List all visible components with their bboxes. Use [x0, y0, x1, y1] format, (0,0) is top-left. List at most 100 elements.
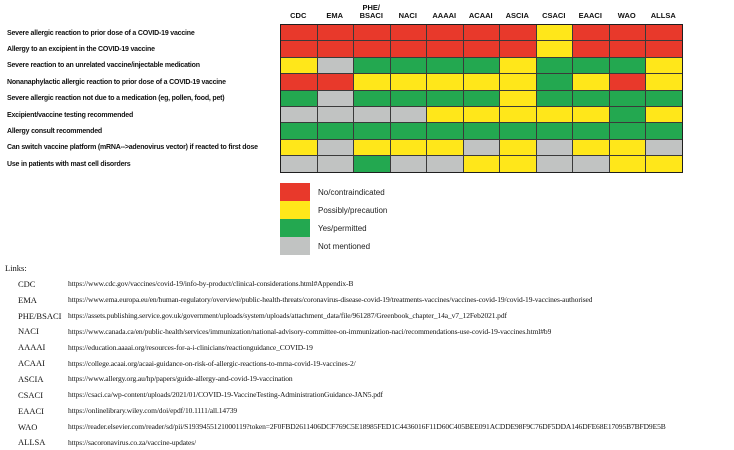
grid-cell [463, 74, 499, 90]
grid-cell [536, 139, 572, 156]
legend: No/contraindicated Possibly/precaution Yes… [280, 183, 387, 255]
grid-cell [354, 41, 390, 57]
grid-cell [463, 57, 499, 74]
link-row: CSACI https://csaci.ca/wp-content/uploads… [5, 387, 734, 403]
grid-cell [536, 156, 572, 172]
link-source-name: ACAAI [18, 358, 45, 369]
grid-cell [317, 106, 353, 123]
grid-cell [463, 25, 499, 41]
link-url[interactable]: https://www.cdc.gov/vaccines/covid-19/in… [68, 279, 354, 289]
grid-cell [281, 74, 317, 90]
link-url[interactable]: https://csaci.ca/wp-content/uploads/2021… [68, 390, 383, 400]
row-label: Severe reaction to an unrelated vaccine/… [7, 62, 200, 70]
grid-cell [609, 90, 645, 106]
link-source-name: NACI [18, 326, 39, 337]
grid-cell [317, 25, 353, 41]
grid-cell [354, 57, 390, 74]
link-url[interactable]: https://education.aaaai.org/resources-fo… [68, 342, 313, 352]
grid-cell [609, 57, 645, 74]
grid-cell [536, 74, 572, 90]
link-row: ACAAI https://college.acaai.org/acaai-gui… [5, 355, 734, 371]
grid-cell [573, 106, 609, 123]
grid-cell [427, 90, 463, 106]
grid-cell [354, 139, 390, 156]
legend-item: Yes/permitted [280, 219, 387, 237]
link-url[interactable]: https://assets.publishing.service.gov.uk… [68, 311, 507, 321]
grid-cell [354, 25, 390, 41]
grid-cell [573, 90, 609, 106]
grid-cell [573, 74, 609, 90]
link-url[interactable]: https://reader.elsevier.com/reader/sd/pi… [68, 422, 666, 432]
grid-cell [354, 106, 390, 123]
link-source-name: ALLSA [18, 437, 46, 448]
column-header: WAO [617, 11, 636, 21]
link-row: CDC https://www.cdc.gov/vaccines/covid-19… [5, 276, 734, 292]
grid-cell [390, 74, 426, 90]
grid-cell [390, 156, 426, 172]
grid-cell [536, 106, 572, 123]
link-row: ASCIA https://www.allergy.org.au/hp/paper… [5, 371, 734, 387]
column-header: NACI [398, 11, 417, 21]
grid-cell [609, 25, 645, 41]
grid-cell [609, 41, 645, 57]
grid-cell [281, 41, 317, 57]
grid-cell [281, 106, 317, 123]
grid-cell [463, 106, 499, 123]
legend-swatch [280, 237, 310, 255]
grid-cell [646, 41, 682, 57]
grid-cell [317, 139, 353, 156]
grid-cell [500, 25, 536, 41]
grid-cell [463, 139, 499, 156]
row-label: Can switch vaccine platform (mRNA-->aden… [7, 144, 258, 152]
links-section: Links: CDC https://www.cdc.gov/vaccines/c… [5, 263, 734, 450]
row-label: Use in patients with mast cell disorders [7, 160, 131, 168]
grid-cell [281, 57, 317, 74]
grid-cell [500, 57, 536, 74]
link-url[interactable]: https://www.allergy.org.au/hp/papers/gui… [68, 374, 293, 384]
link-url[interactable]: https://www.canada.ca/en/public-health/s… [68, 326, 552, 336]
legend-label: Not mentioned [318, 241, 371, 251]
link-url[interactable]: https://onlinelibrary.wiley.com/doi/epdf… [68, 406, 238, 416]
link-source-name: EAACI [18, 405, 44, 416]
grid-cell [573, 123, 609, 139]
link-row: EAACI https://onlinelibrary.wiley.com/doi… [5, 403, 734, 419]
grid-cell [500, 74, 536, 90]
grid-cell [646, 57, 682, 74]
links-list: CDC https://www.cdc.gov/vaccines/covid-19… [5, 276, 734, 450]
grid-cell [427, 139, 463, 156]
grid-cell [427, 57, 463, 74]
grid-cell [317, 90, 353, 106]
grid-cell [609, 123, 645, 139]
grid-cell [500, 123, 536, 139]
grid-cell [354, 156, 390, 172]
grid-cell [427, 41, 463, 57]
link-url[interactable]: https://www.ema.europa.eu/en/human-regul… [68, 295, 593, 305]
column-header: AAAAI [432, 11, 457, 21]
column-header: CSACI [542, 11, 566, 21]
legend-swatch [280, 183, 310, 201]
grid-cell [646, 25, 682, 41]
row-label: Severe allergic reaction not due to a me… [7, 95, 225, 103]
legend-item: Possibly/precaution [280, 201, 387, 219]
row-label: Severe allergic reaction to prior dose o… [7, 29, 195, 37]
grid-cell [427, 156, 463, 172]
grid-cell [646, 156, 682, 172]
grid-cell [573, 139, 609, 156]
grid-cell [317, 123, 353, 139]
grid-cell [317, 156, 353, 172]
grid-cell [646, 74, 682, 90]
grid-cell [536, 57, 572, 74]
link-source-name: CDC [18, 278, 36, 289]
grid-cell [500, 90, 536, 106]
row-label: Allergy consult recommended [7, 128, 102, 136]
link-url[interactable]: https://college.acaai.org/acaai-guidance… [68, 358, 356, 368]
link-row: EMA https://www.ema.europa.eu/en/human-re… [5, 292, 734, 308]
grid-cell [390, 41, 426, 57]
grid-cell [390, 25, 426, 41]
link-source-name: PHE/BSACI [18, 310, 62, 321]
grid-cell [609, 74, 645, 90]
column-header: PHE/ BSACI [359, 2, 383, 21]
grid-cell [390, 57, 426, 74]
link-url[interactable]: https://sacoronavirus.co.za/vaccine-upda… [68, 437, 197, 447]
